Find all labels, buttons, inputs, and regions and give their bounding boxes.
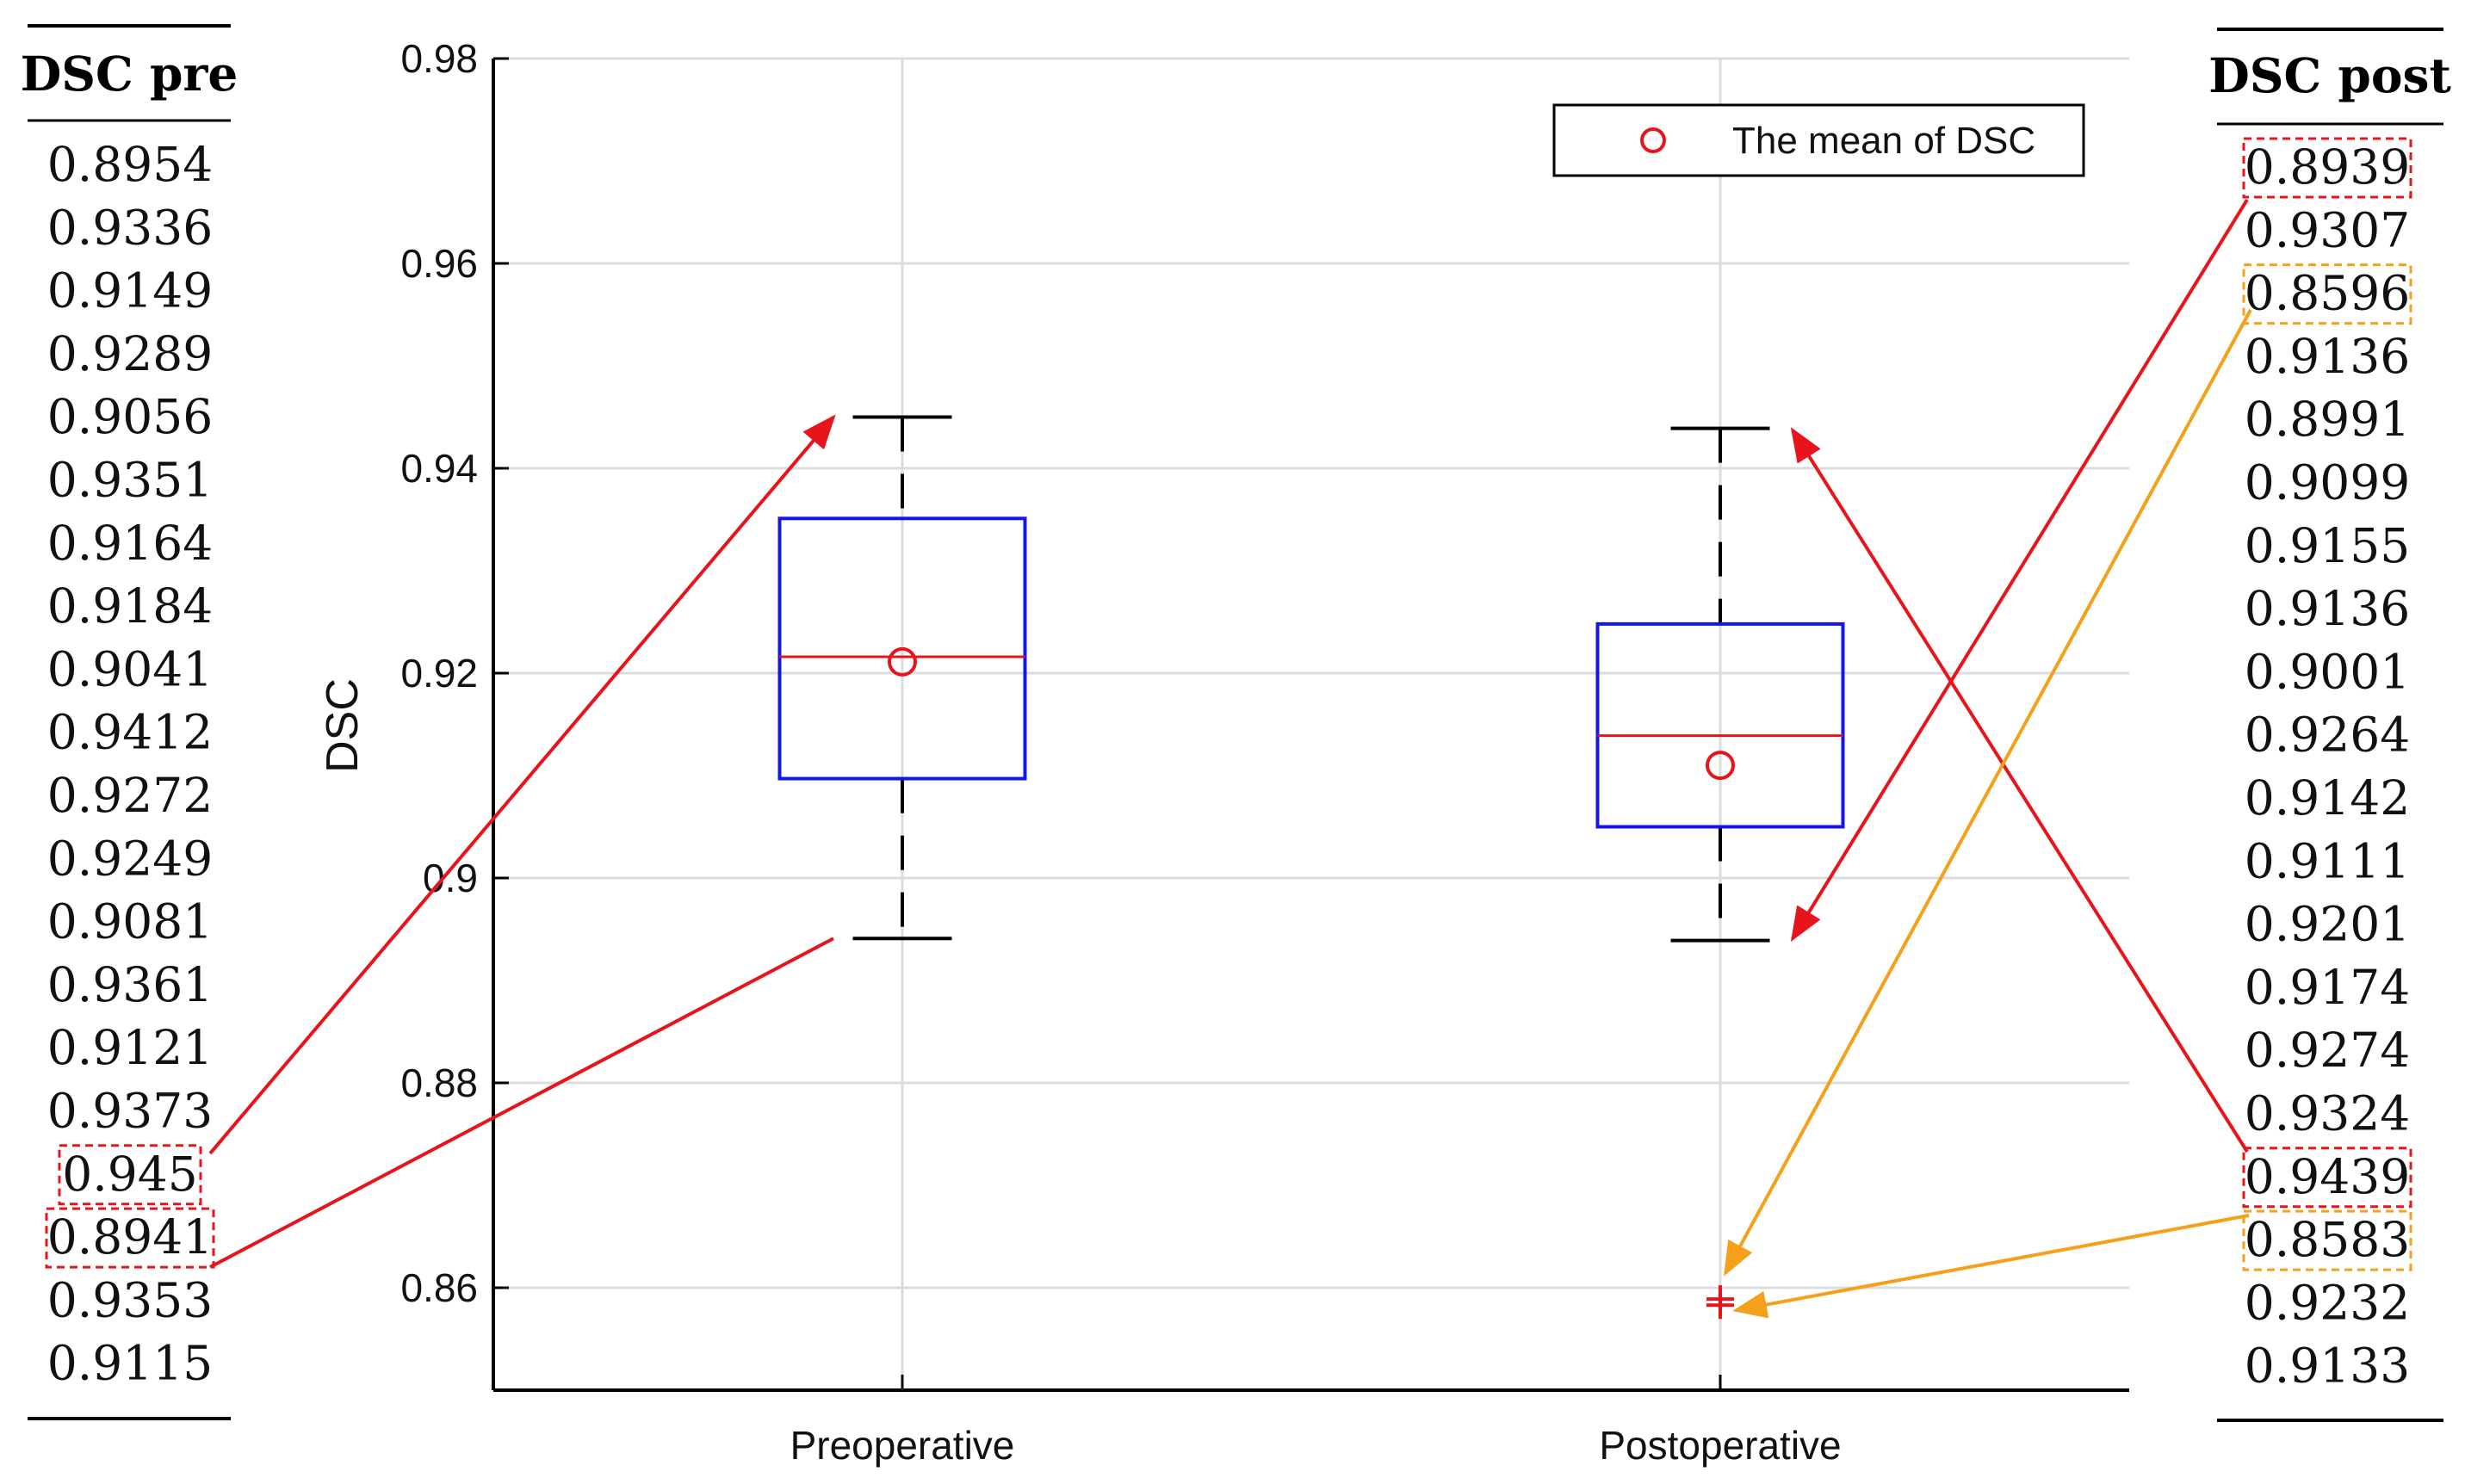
table_pre-value: 0.8941 — [47, 1209, 213, 1264]
table_pre-value: 0.9164 — [47, 516, 213, 571]
table_pre-value: 0.9373 — [47, 1084, 213, 1139]
table_post-value: 0.9111 — [2245, 833, 2410, 888]
table_pre-value: 0.9041 — [47, 641, 213, 696]
legend-box — [1552, 103, 2085, 177]
y-tick-label: 0.96 — [400, 241, 478, 286]
table_post-highlight-box — [2242, 1147, 2412, 1209]
dsc-post-table: DSC post 0.8939 0.9307 0.8596 0.9136 0.8991 0… — [2208, 28, 2452, 1422]
table_post-value: 0.9155 — [2245, 518, 2410, 573]
mean-marker — [888, 646, 917, 677]
legend: The mean of DSC — [1552, 103, 2085, 177]
table_post-value: 0.9232 — [2245, 1275, 2410, 1330]
table_post-highlight-box — [2242, 263, 2412, 325]
table_post-value: 0.9142 — [2245, 770, 2410, 825]
table_pre-value: 0.9353 — [47, 1272, 213, 1327]
table_pre-value: 0.9351 — [47, 453, 213, 508]
legend-label: The mean of DSC — [1732, 120, 2035, 162]
arrow-post-outlier-b — [1732, 1214, 2250, 1319]
table_post-value: 0.9274 — [2245, 1023, 2410, 1078]
table_post-value: 0.9136 — [2245, 581, 2410, 636]
box-iqr — [777, 516, 1027, 781]
y-tick-label: 0.98 — [400, 36, 478, 81]
arrow-post-outlier-a — [1724, 309, 2252, 1277]
y-tick-label: 0.92 — [400, 651, 478, 696]
table_pre-value: 0.9272 — [47, 768, 213, 823]
table_pre-value: 0.9149 — [47, 263, 213, 318]
table_post-value: 0.9136 — [2245, 329, 2410, 384]
legend-mean-marker-icon — [1640, 127, 1666, 153]
table_post-value: 0.9307 — [2245, 202, 2410, 257]
arrow-post-max — [1790, 427, 2249, 1153]
table_pre-value: 0.9081 — [47, 894, 213, 949]
table_post-value: 0.9133 — [2245, 1339, 2410, 1394]
table_pre-value: 0.9121 — [47, 1020, 213, 1075]
dsc-pre-table: DSC pre 0.8954 0.9336 0.9149 0.9289 0.9056 0.… — [21, 24, 238, 1420]
table_post-value: 0.8991 — [2245, 392, 2410, 447]
table_post-value: 0.9439 — [2245, 1149, 2410, 1204]
y-tick-label: 0.88 — [400, 1060, 478, 1105]
table_post-value: 0.9264 — [2245, 708, 2410, 763]
table_post-value: 0.9324 — [2245, 1086, 2410, 1141]
plot-axes: DSC 0.860.880.90.920.940.960.98Preoperat… — [318, 36, 2129, 1468]
box-plots — [777, 415, 1845, 1320]
table_post-value: 0.9174 — [2245, 960, 2410, 1015]
y-tick-label: 0.86 — [400, 1265, 478, 1310]
table_pre-highlight-box — [45, 1207, 215, 1269]
table_pre-value: 0.8954 — [47, 137, 213, 192]
table_post-value: 0.9201 — [2245, 897, 2410, 952]
table_pre-value: 0.9289 — [47, 326, 213, 381]
table_pre-value: 0.9056 — [47, 389, 213, 444]
box-iqr — [1595, 621, 1845, 829]
table_pre-value: 0.9361 — [47, 957, 213, 1012]
x-tick-label: Postoperative — [1599, 1423, 1841, 1468]
arrow-pre-max — [208, 414, 836, 1155]
undefined — [209, 937, 834, 1269]
y-tick-label: 0.94 — [400, 446, 478, 491]
table_pre-value: 0.9115 — [47, 1336, 213, 1391]
table_pre-highlight-box — [58, 1144, 202, 1206]
table_post-value: 0.8596 — [2245, 266, 2410, 321]
mean-marker — [1706, 751, 1735, 781]
annotation-arrows — [208, 198, 2252, 1319]
arrow-post-min — [1790, 198, 2249, 942]
dsc-post-header: DSC post — [2208, 47, 2451, 103]
table_post-highlight-box — [2242, 137, 2412, 199]
y-axis-label: DSC — [318, 678, 368, 773]
table_pre-value: 0.9412 — [47, 705, 213, 760]
table_post-value: 0.8939 — [2245, 139, 2410, 195]
table_post-value: 0.9099 — [2245, 455, 2410, 510]
table_post-value: 0.9001 — [2245, 644, 2410, 699]
table_post-highlight-box — [2242, 1209, 2412, 1271]
table_pre-value: 0.945 — [62, 1147, 197, 1202]
table_pre-value: 0.9249 — [47, 831, 213, 886]
dsc-pre-header: DSC pre — [21, 46, 238, 102]
table_pre-value: 0.9184 — [47, 578, 213, 634]
x-tick-label: Preoperative — [790, 1423, 1015, 1468]
table_post-value: 0.8583 — [2245, 1212, 2410, 1267]
plot-grid — [493, 57, 2129, 1390]
table_pre-value: 0.9336 — [47, 200, 213, 255]
